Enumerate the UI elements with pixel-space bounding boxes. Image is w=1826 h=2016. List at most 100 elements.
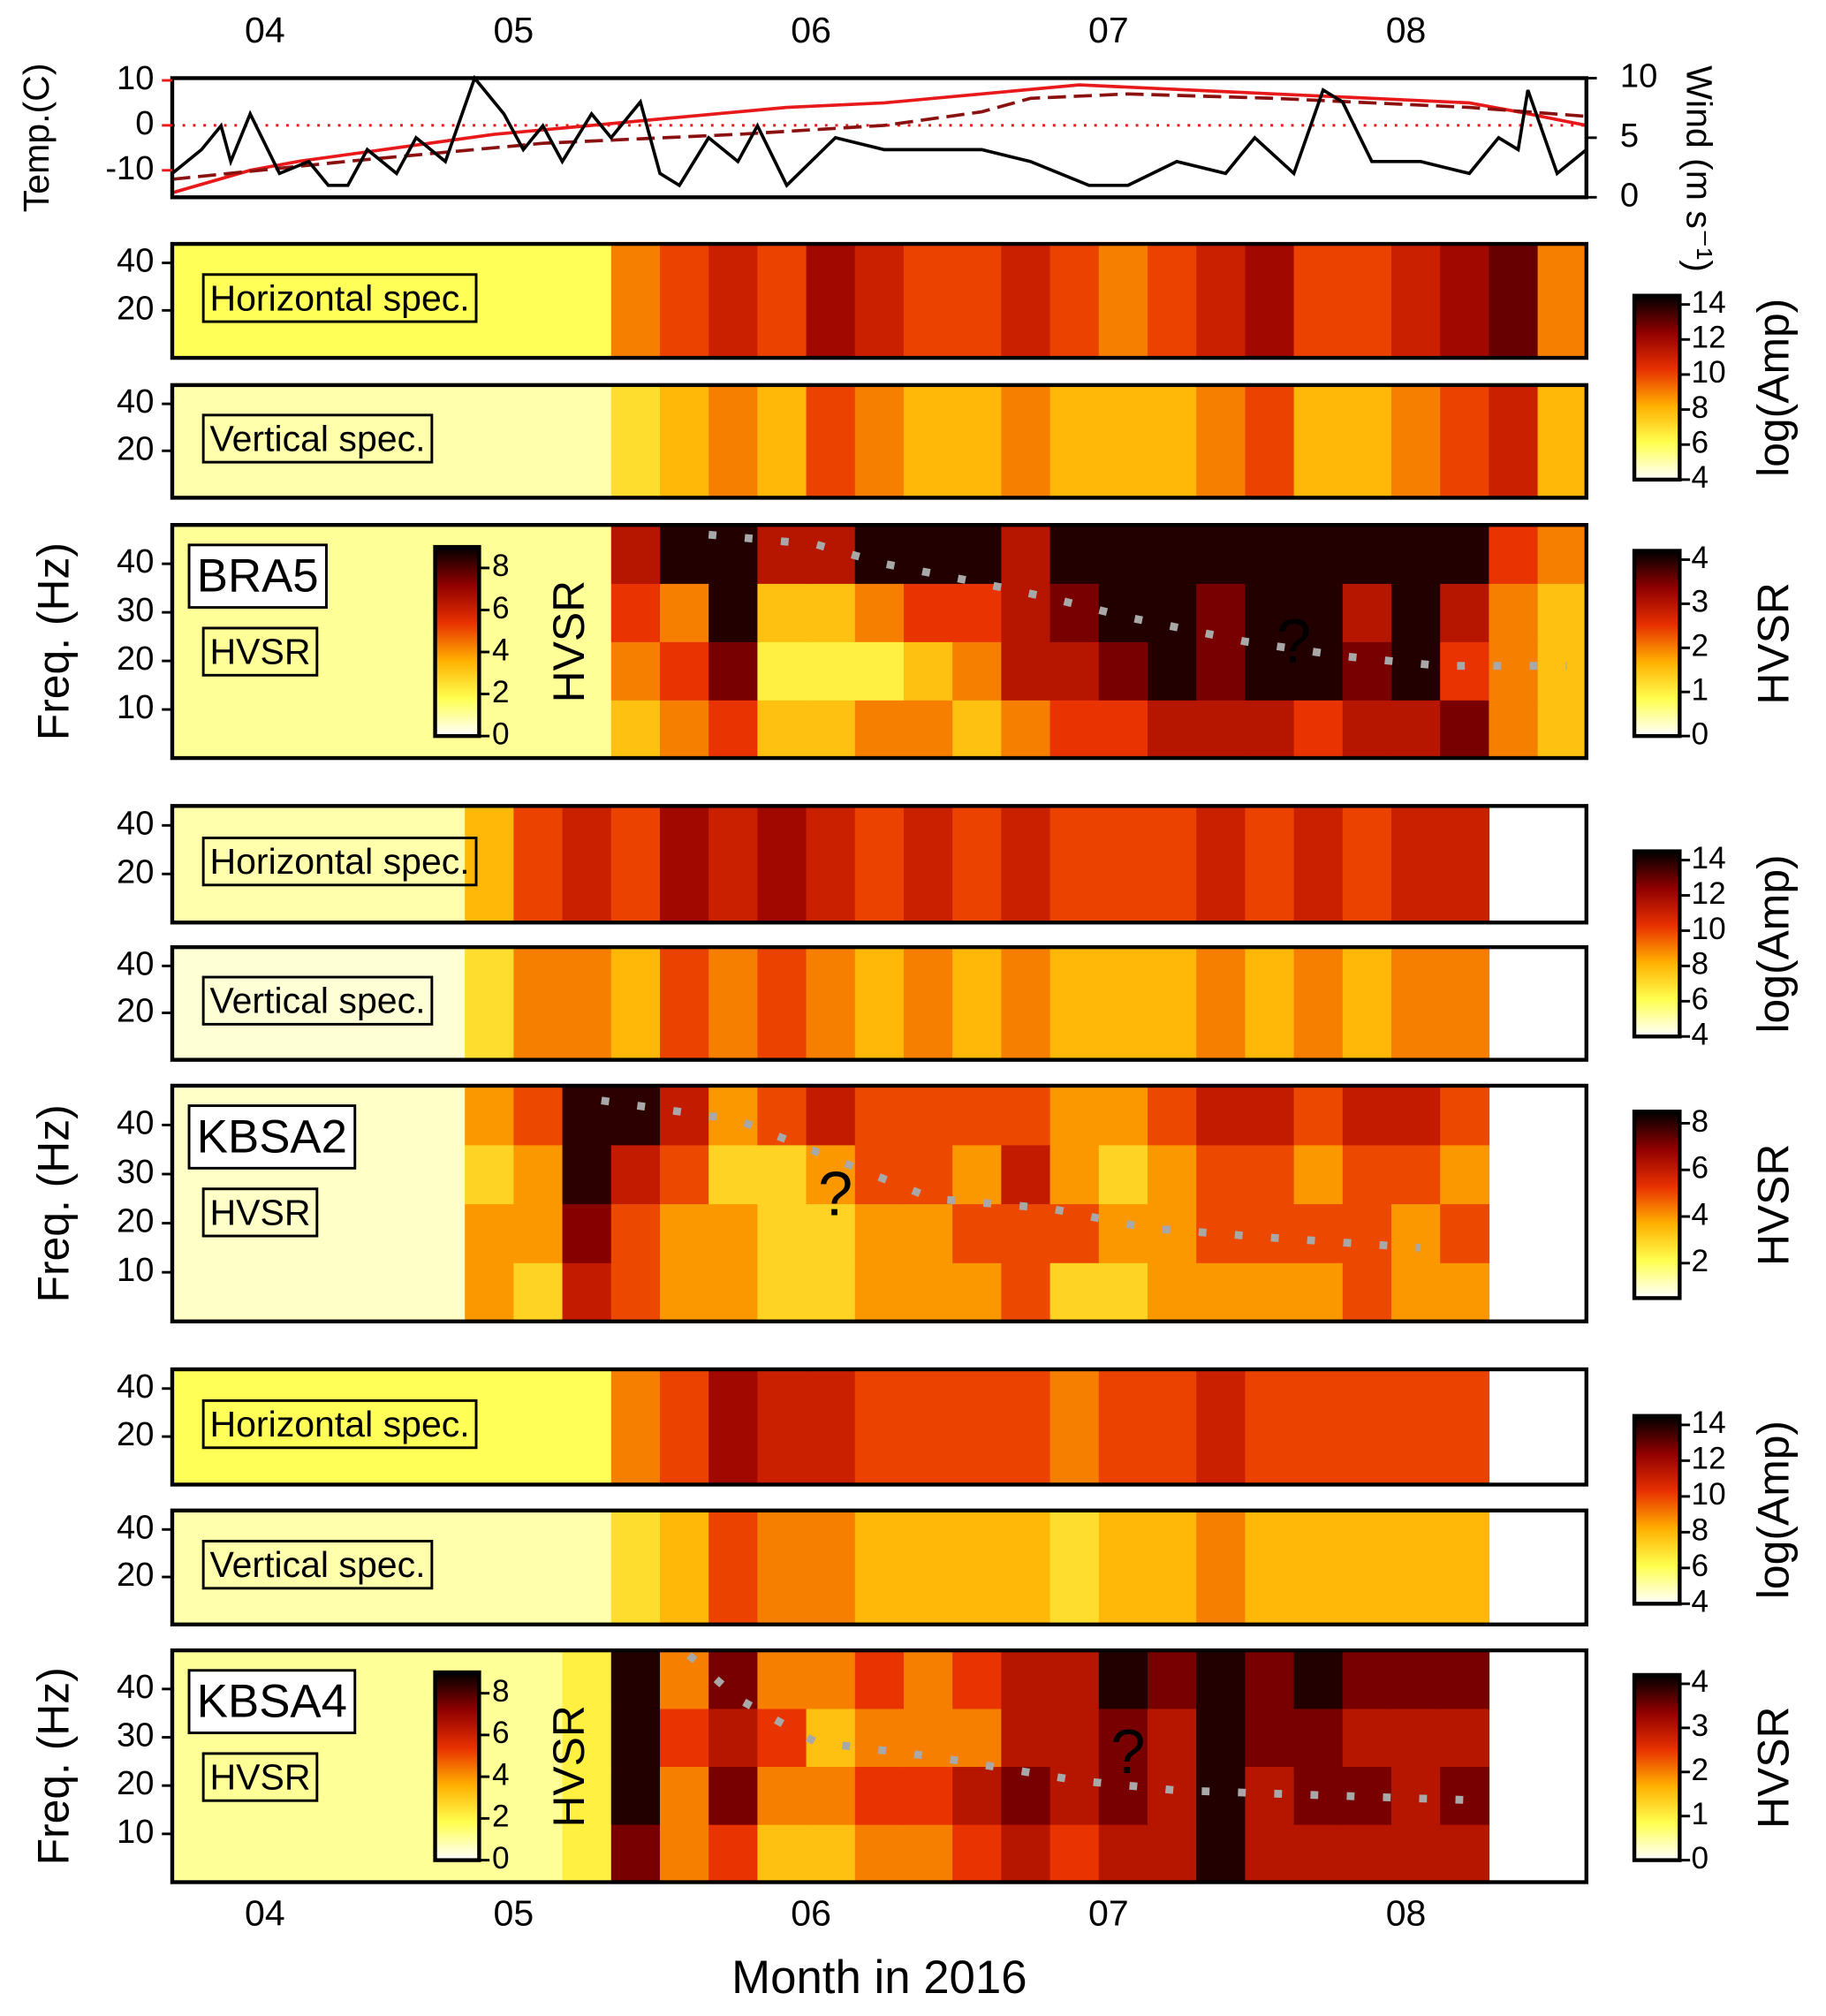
heat-cell [562,1203,612,1263]
annotation: ? [818,1158,852,1228]
heat-cell [1489,700,1539,759]
heat-cell [1390,1203,1441,1263]
heat-cell [1147,1708,1197,1768]
heat-cell [659,1823,709,1883]
heat-cell [1390,1085,1441,1146]
plot-frame [170,241,1588,360]
colorbar-tick-label: 2 [1692,1753,1709,1787]
heat-cell [1098,1766,1148,1825]
heat-cell [757,641,807,701]
colorbar [433,1670,481,1862]
heat-cell [1098,1144,1148,1205]
heat-cell [1537,525,1587,584]
heat-cell [1049,641,1100,701]
heat-cell [1098,700,1148,759]
heat-cell [1342,1650,1392,1709]
heat-cell [1293,1823,1344,1883]
heat-cell [610,583,661,642]
plot-frame [170,76,1588,200]
heat-cell [367,1766,417,1825]
heat-column [221,947,271,1060]
heat-cell [1147,1262,1197,1323]
heat-column [806,1510,856,1625]
heat-cell [854,583,905,642]
heat-column [269,806,320,923]
station-box [187,1104,357,1170]
colorbar-tick-label: 1 [1692,1797,1709,1831]
colorbar [1632,549,1682,739]
heat-cell [221,1262,271,1323]
trend-line [708,530,1567,671]
heat-column [1147,1510,1197,1625]
colorbar-tick-label: 2 [1692,629,1709,663]
heat-cell [1440,700,1490,759]
heat-column [1245,1510,1295,1625]
heat-column [854,947,905,1060]
heat-cell [1049,583,1100,642]
heat-column [610,384,661,498]
heat-cell [1440,1650,1490,1709]
heat-cell [562,1650,612,1709]
heat-cell [1440,1823,1490,1883]
plot-frame [170,804,1588,925]
heat-column [318,384,368,498]
y-tick-label: 20 [117,1416,154,1453]
heat-column [465,1510,515,1625]
heat-cell [1049,525,1100,584]
panel-label: Vertical spec. [209,418,425,459]
heat-column [269,244,320,359]
heat-cell [1440,525,1490,584]
annotation: ? [1110,1717,1145,1786]
heat-cell [1245,1650,1295,1709]
heat-cell [854,1085,905,1146]
heat-column [1293,1369,1344,1485]
heat-cell [1196,1823,1246,1883]
y-tick-label: 0 [135,105,154,142]
heat-cell [903,1650,953,1709]
heat-cell [513,1766,564,1825]
heat-cell [367,583,417,642]
heat-cell [318,1766,368,1825]
heat-column [708,1510,759,1625]
heat-cell [318,1823,368,1883]
heat-cell [757,1203,807,1263]
heat-cell [952,583,1003,642]
heat-cell [1390,583,1441,642]
colorbar-tick-label: 2 [1692,1244,1709,1278]
heat-cell [659,641,709,701]
x-axis-label: Month in 2016 [731,1952,1027,2004]
y-tick-label: 10 [117,689,154,726]
label-box [201,1752,319,1802]
heat-column [610,1510,661,1625]
heat-column [1147,244,1197,359]
heat-cell [1147,1650,1197,1709]
heat-cell [610,641,661,701]
heat-cell [708,1823,759,1883]
colorbar [433,544,481,739]
heat-column [854,244,905,359]
heat-cell [757,1650,807,1709]
heat-column [562,384,612,498]
heat-column [562,244,612,359]
y-tick-label: 20 [117,1765,154,1802]
colorbar-tick-label: 12 [1692,1442,1726,1476]
heat-column [415,244,466,359]
heat-cell [1196,1766,1246,1825]
colorbar-tick-label: 0 [1692,716,1709,751]
heat-cell [1049,1144,1100,1205]
heat-column [1049,1510,1100,1625]
heat-column [1196,1369,1246,1485]
colorbar-tick-label: 3 [1692,585,1709,619]
hvsr-label: HVSR [209,1192,310,1232]
heat-cell [1342,700,1392,759]
colorbar-label: log(Amp) [1748,1421,1798,1599]
colorbar-label: HVSR [1748,582,1798,704]
heat-cell [171,700,222,759]
heat-cell [562,1085,612,1146]
heat-cell [1098,1203,1148,1263]
heat-cell [513,1085,564,1146]
heat-cell [1440,1144,1490,1205]
y-axis-label: Freq. (Hz) [29,542,79,740]
heat-cell [610,1262,661,1323]
heat-column [610,244,661,359]
